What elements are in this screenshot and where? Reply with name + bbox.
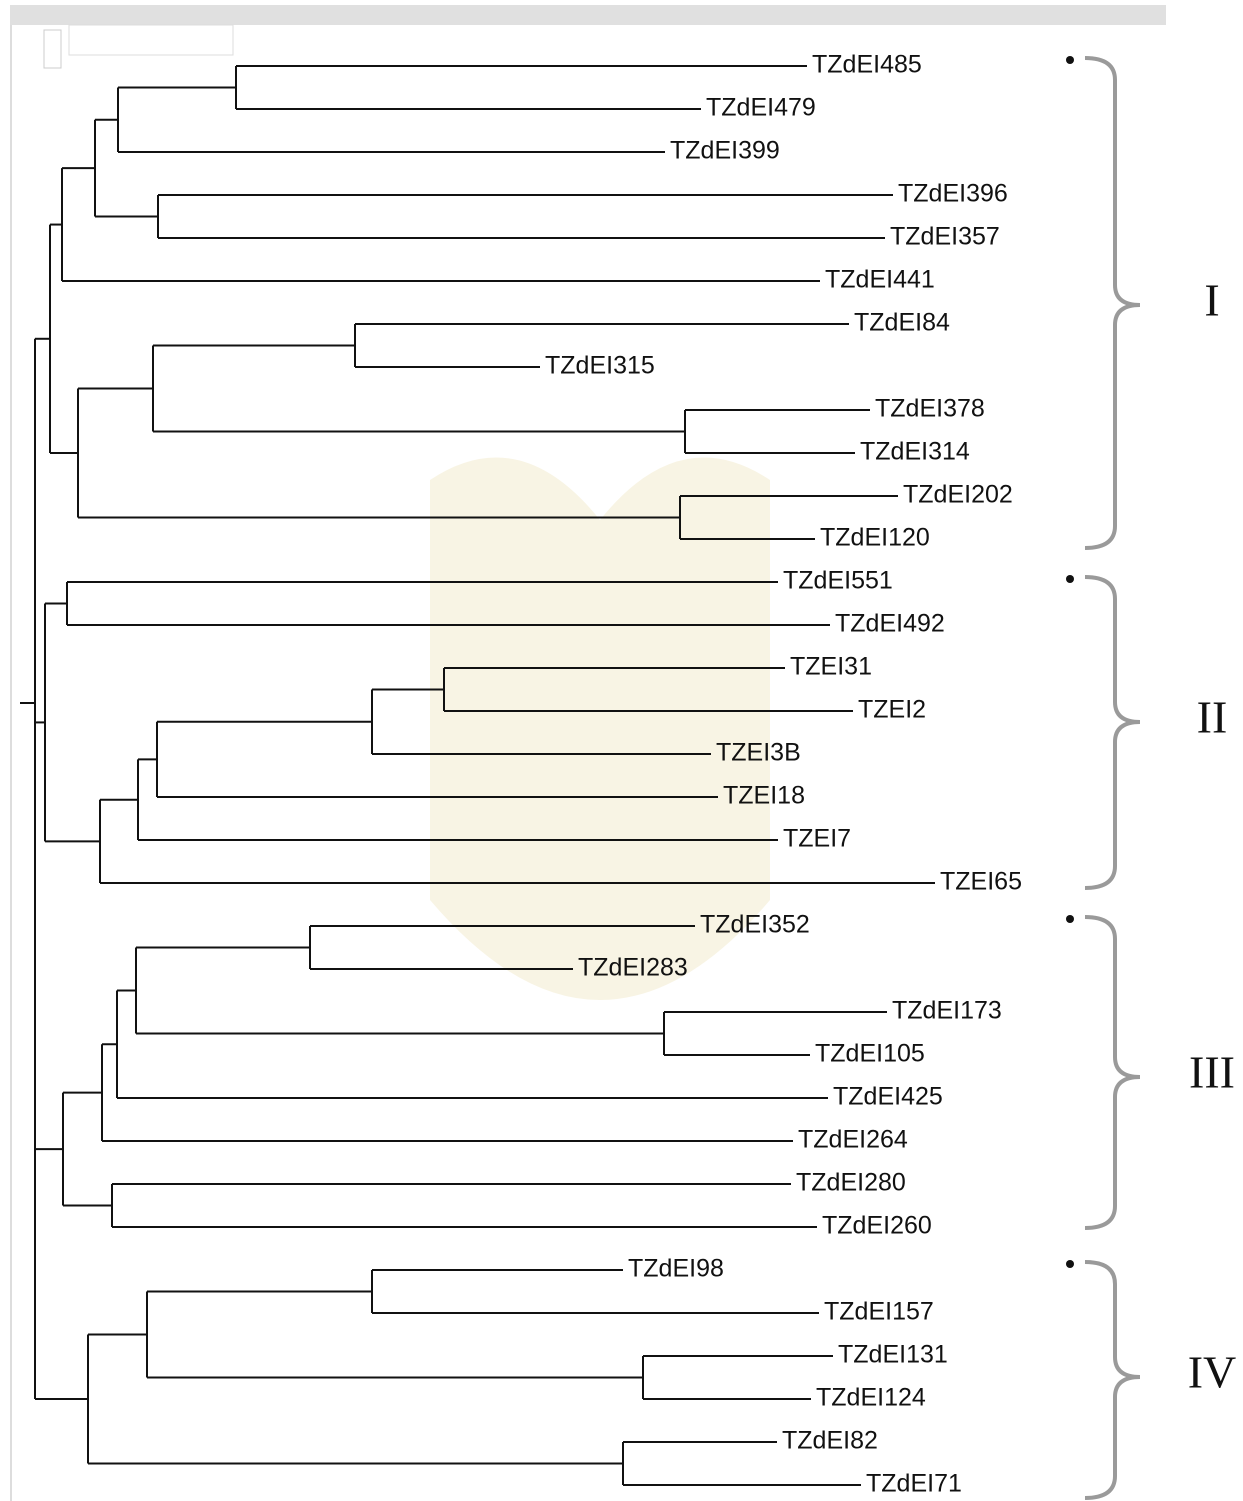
leaf-label: TZEI7: [783, 825, 851, 853]
leaf-label: TZEI31: [790, 653, 872, 681]
leaf-label: TZdEI120: [820, 524, 930, 552]
group-label: I: [1204, 275, 1219, 326]
dendrogram: TZdEI485 TZdEI479 TZdEI399 TZdEI396 TZdEI357…: [0, 0, 1243, 1501]
top-bar: [10, 5, 1166, 25]
leaf-label: TZdEI479: [706, 94, 816, 122]
leaf-label: TZEI18: [723, 782, 805, 810]
leaf-label: TZdEI425: [833, 1083, 943, 1111]
brace-dot: [1066, 915, 1074, 923]
leaf-label: TZdEI357: [890, 223, 1000, 251]
leaf-label: TZdEI280: [796, 1169, 906, 1197]
leaf-label: TZdEI98: [628, 1255, 724, 1283]
leaf-label: TZdEI315: [545, 352, 655, 380]
leaf-label: TZdEI105: [815, 1040, 925, 1068]
leaf-label: TZdEI485: [812, 51, 922, 79]
leaf-label: TZdEI82: [782, 1427, 878, 1455]
brace-dot: [1066, 56, 1074, 64]
left-edge: [10, 25, 12, 1501]
leaf-label: TZdEI441: [825, 266, 935, 294]
leaf-label: TZdEI71: [866, 1470, 962, 1498]
leaf-label: TZdEI396: [898, 180, 1008, 208]
leaf-label: TZdEI131: [838, 1341, 948, 1369]
group-label: IV: [1188, 1347, 1237, 1398]
leaf-label: TZdEI492: [835, 610, 945, 638]
leaf-label: TZdEI173: [892, 997, 1002, 1025]
leaf-label: TZdEI124: [816, 1384, 926, 1412]
brace-dot: [1066, 1260, 1074, 1268]
leaf-label: TZEI3B: [716, 739, 801, 767]
leaf-label: TZdEI352: [700, 911, 810, 939]
leaf-label: TZdEI283: [578, 954, 688, 982]
leaf-label: TZEI65: [940, 868, 1022, 896]
leaf-label: TZdEI84: [854, 309, 950, 337]
leaf-label: TZdEI378: [875, 395, 985, 423]
group-label: II: [1197, 692, 1228, 743]
leaf-label: TZdEI260: [822, 1212, 932, 1240]
leaf-label: TZdEI157: [824, 1298, 934, 1326]
brace-dot: [1066, 575, 1074, 583]
leaf-label: TZEI2: [858, 696, 926, 724]
leaf-label: TZdEI314: [860, 438, 970, 466]
leaf-label: TZdEI264: [798, 1126, 908, 1154]
leaf-label: TZdEI202: [903, 481, 1013, 509]
leaf-label: TZdEI399: [670, 137, 780, 165]
leaf-label: TZdEI551: [783, 567, 893, 595]
group-label: III: [1189, 1047, 1235, 1098]
